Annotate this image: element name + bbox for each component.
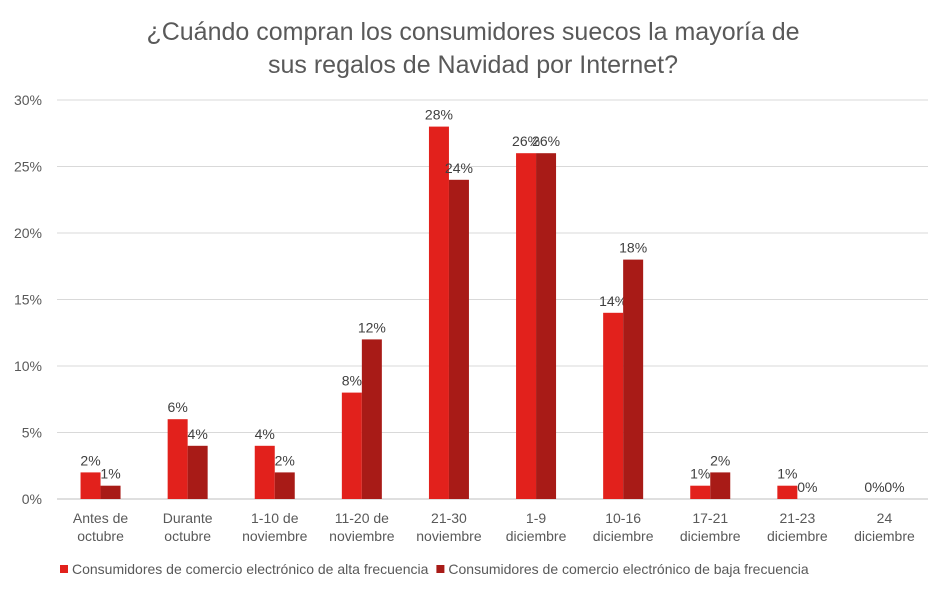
data-label: 2% — [275, 452, 295, 468]
x-tick-label: noviembre — [416, 528, 482, 544]
x-tick-label: 21-30 — [431, 510, 467, 526]
data-label: 14% — [599, 293, 627, 309]
x-tick-label: 10-16 — [605, 510, 641, 526]
y-tick-label: 15% — [14, 292, 42, 308]
bar — [623, 259, 644, 499]
x-tick-label: 17-21 — [692, 510, 728, 526]
bar — [100, 485, 121, 499]
y-tick-label: 30% — [14, 92, 42, 108]
x-tick-label: diciembre — [506, 528, 567, 544]
data-label: 4% — [255, 426, 275, 442]
data-label: 12% — [358, 319, 386, 335]
data-label: 0% — [864, 479, 884, 495]
bar — [187, 445, 208, 499]
data-label: 1% — [100, 466, 120, 482]
x-tick-label: diciembre — [767, 528, 828, 544]
x-tick-label: octubre — [77, 528, 124, 544]
y-tick-label: 20% — [14, 225, 42, 241]
data-label: 28% — [425, 107, 453, 123]
legend-swatch — [60, 565, 68, 573]
y-tick-label: 10% — [14, 358, 42, 374]
data-label: 2% — [710, 452, 730, 468]
bar — [690, 485, 711, 499]
legend-swatch — [436, 565, 445, 573]
bar — [536, 153, 557, 499]
legend-label: Consumidores de comercio electrónico de … — [448, 561, 809, 577]
x-tick-label: 1-10 de — [251, 510, 299, 526]
x-tick-label: 11-20 de — [335, 510, 389, 526]
bar — [603, 312, 624, 499]
data-label: 1% — [690, 466, 710, 482]
x-tick-label: diciembre — [680, 528, 741, 544]
x-tick-label: diciembre — [854, 528, 915, 544]
bar — [274, 472, 295, 499]
x-tick-label: 1-9 — [526, 510, 546, 526]
chart-title: sus regalos de Navidad por Internet? — [268, 51, 678, 79]
data-label: 4% — [188, 426, 208, 442]
x-tick-label: diciembre — [593, 528, 654, 544]
y-tick-label: 25% — [14, 159, 42, 175]
data-label: 24% — [445, 160, 473, 176]
bar — [254, 445, 275, 499]
bar — [516, 153, 537, 499]
bar — [710, 472, 731, 499]
data-label: 0% — [884, 479, 904, 495]
data-label: 2% — [80, 452, 100, 468]
bar — [428, 126, 449, 499]
x-tick-label: 21-23 — [779, 510, 815, 526]
x-tick-label: noviembre — [242, 528, 308, 544]
data-label: 1% — [777, 466, 797, 482]
x-tick-label: octubre — [164, 528, 211, 544]
x-tick-label: 24 — [877, 510, 893, 526]
bar — [80, 472, 101, 499]
data-label: 26% — [512, 133, 540, 149]
bar — [448, 179, 469, 500]
bar — [341, 392, 362, 499]
x-tick-label: Durante — [163, 510, 213, 526]
data-label: 6% — [168, 399, 188, 415]
data-label: 18% — [619, 240, 647, 256]
bar — [777, 485, 798, 499]
y-tick-label: 0% — [22, 491, 42, 507]
x-tick-label: Antes de — [73, 510, 128, 526]
data-label: 26% — [532, 133, 560, 149]
bar — [167, 419, 188, 499]
legend-label: Consumidores de comercio electrónico de … — [72, 561, 429, 577]
chart-title: ¿Cuándo compran los consumidores suecos … — [146, 18, 799, 46]
data-label: 8% — [342, 373, 362, 389]
data-label: 0% — [797, 479, 817, 495]
y-tick-label: 5% — [22, 425, 42, 441]
bar — [361, 339, 382, 499]
x-tick-label: noviembre — [329, 528, 395, 544]
